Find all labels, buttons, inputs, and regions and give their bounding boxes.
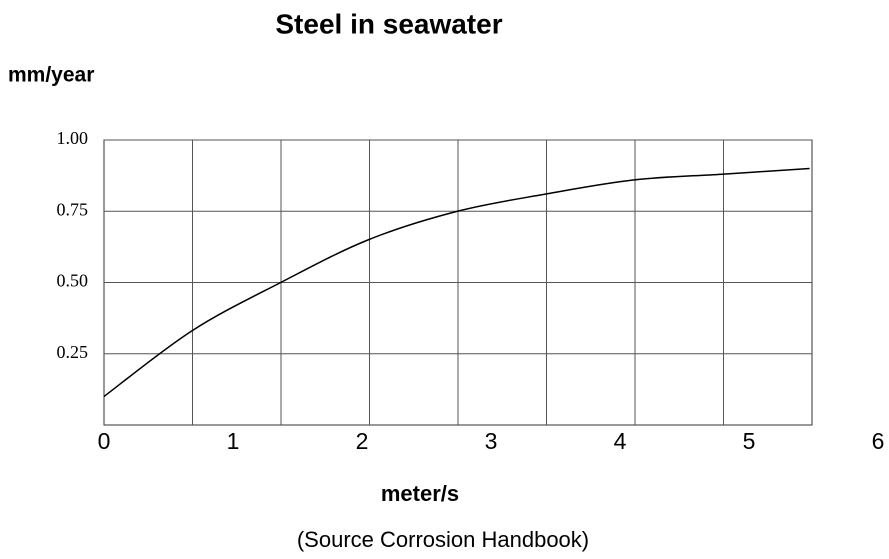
chart-title: Steel in seawater xyxy=(275,8,502,39)
y-tick-label: 0.50 xyxy=(57,271,89,291)
x-tick-label: 1 xyxy=(227,428,240,454)
x-tick-label: 4 xyxy=(614,428,627,454)
y-tick-label: 0.25 xyxy=(57,342,89,362)
data-line xyxy=(103,167,810,398)
x-tick-label: 5 xyxy=(743,428,756,454)
y-tick-label: 0.75 xyxy=(57,199,89,219)
x-axis-label: meter/s xyxy=(381,481,459,506)
source-note: (Source Corrosion Handbook) xyxy=(297,527,589,552)
y-tick-label: 1.00 xyxy=(57,128,89,148)
x-tick-label: 0 xyxy=(98,428,111,454)
x-tick-label: 2 xyxy=(356,428,369,454)
x-tick-label: 6 xyxy=(872,428,885,454)
y-axis-label: mm/year xyxy=(8,64,94,87)
x-tick-label: 3 xyxy=(485,428,498,454)
